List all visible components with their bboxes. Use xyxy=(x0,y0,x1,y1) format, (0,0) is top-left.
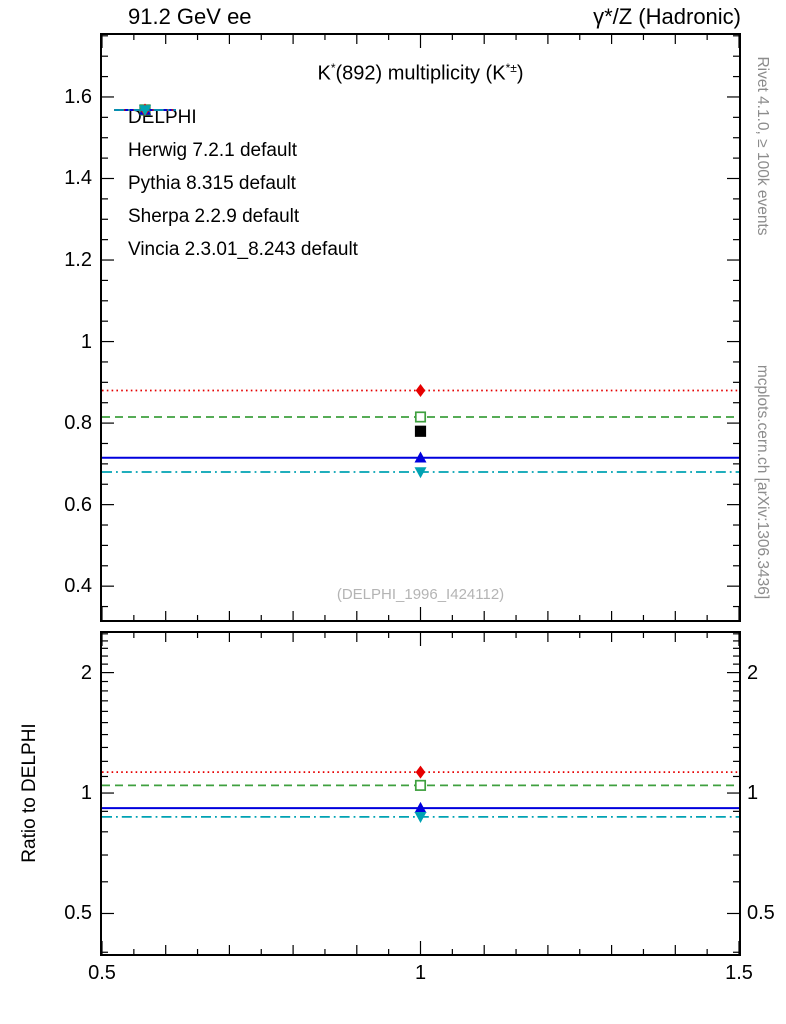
legend-label-1: Herwig 7.2.1 default xyxy=(128,139,297,161)
series-marker-3 xyxy=(415,765,426,779)
main-y-tick-label: 1.4 xyxy=(64,167,92,190)
beam-energy-label: 91.2 GeV ee xyxy=(128,4,252,29)
ratio-plot-panel xyxy=(100,631,741,956)
tick-marks xyxy=(102,35,739,620)
legend-item-4: Vincia 2.3.01_8.243 default xyxy=(114,105,358,266)
series-marker-1 xyxy=(414,779,427,791)
x-tick-label: 1.5 xyxy=(725,962,753,984)
process-label: γ*/Z (Hadronic) xyxy=(593,4,741,29)
main-y-tick-label: 1 xyxy=(80,330,92,353)
legend-marker-4 xyxy=(114,105,176,117)
legend: DELPHI Herwig 7.2.1 default Pythia 8.315 d… xyxy=(114,101,358,266)
rivet-version-label: Rivet 4.1.0, ≥ 100k events xyxy=(754,56,771,236)
series-marker-2 xyxy=(414,801,427,813)
main-y-tick-label: 0.4 xyxy=(64,575,92,598)
series-marker-4 xyxy=(414,812,427,824)
legend-label-3: Sherpa 2.2.9 default xyxy=(128,205,300,227)
main-plot-panel: K*(892) multiplicity (K*±) DELPHI Herwig … xyxy=(100,33,741,622)
main-plot-canvas xyxy=(102,35,739,620)
legend-item-2: Pythia 8.315 default xyxy=(114,103,358,200)
ratio-y-tick-label-right: 0.5 xyxy=(747,902,775,925)
series-marker-0 xyxy=(414,425,427,437)
series-marker-2 xyxy=(414,451,427,463)
x-tick-label: 0.5 xyxy=(88,962,116,984)
legend-item-3: Sherpa 2.2.9 default xyxy=(114,103,358,233)
series-marker-4 xyxy=(414,467,427,479)
ratio-y-tick-label-left: 1 xyxy=(80,782,92,805)
ratio-y-axis-title: Ratio to DELPHI xyxy=(19,723,40,863)
ratio-plot-canvas xyxy=(102,633,739,954)
mcplots-reference-label: mcplots.cern.ch [arXiv:1306.3436] xyxy=(754,364,771,600)
ratio-y-tick-label-right: 2 xyxy=(747,661,759,684)
series-marker-1 xyxy=(414,411,427,423)
main-y-tick-label: 1.2 xyxy=(64,249,92,272)
legend-item-1: Herwig 7.2.1 default xyxy=(114,104,358,167)
analysis-id-watermark: (DELPHI_1996_I424112) xyxy=(336,586,505,603)
legend-label-2: Pythia 8.315 default xyxy=(128,172,296,194)
main-y-tick-label: 0.6 xyxy=(64,493,92,516)
main-y-tick-label: 1.6 xyxy=(64,85,92,108)
x-tick-label: 1 xyxy=(414,962,427,984)
series-marker-3 xyxy=(415,383,426,397)
legend-label-4: Vincia 2.3.01_8.243 default xyxy=(128,238,358,260)
ratio-y-tick-label-right: 1 xyxy=(747,782,759,805)
main-y-tick-label: 0.8 xyxy=(64,412,92,435)
ratio-y-tick-label-left: 0.5 xyxy=(64,902,92,925)
plot-title: K*(892) multiplicity (K*±) xyxy=(317,61,524,85)
tick-marks xyxy=(102,633,739,954)
ratio-y-tick-label-left: 2 xyxy=(80,661,92,684)
